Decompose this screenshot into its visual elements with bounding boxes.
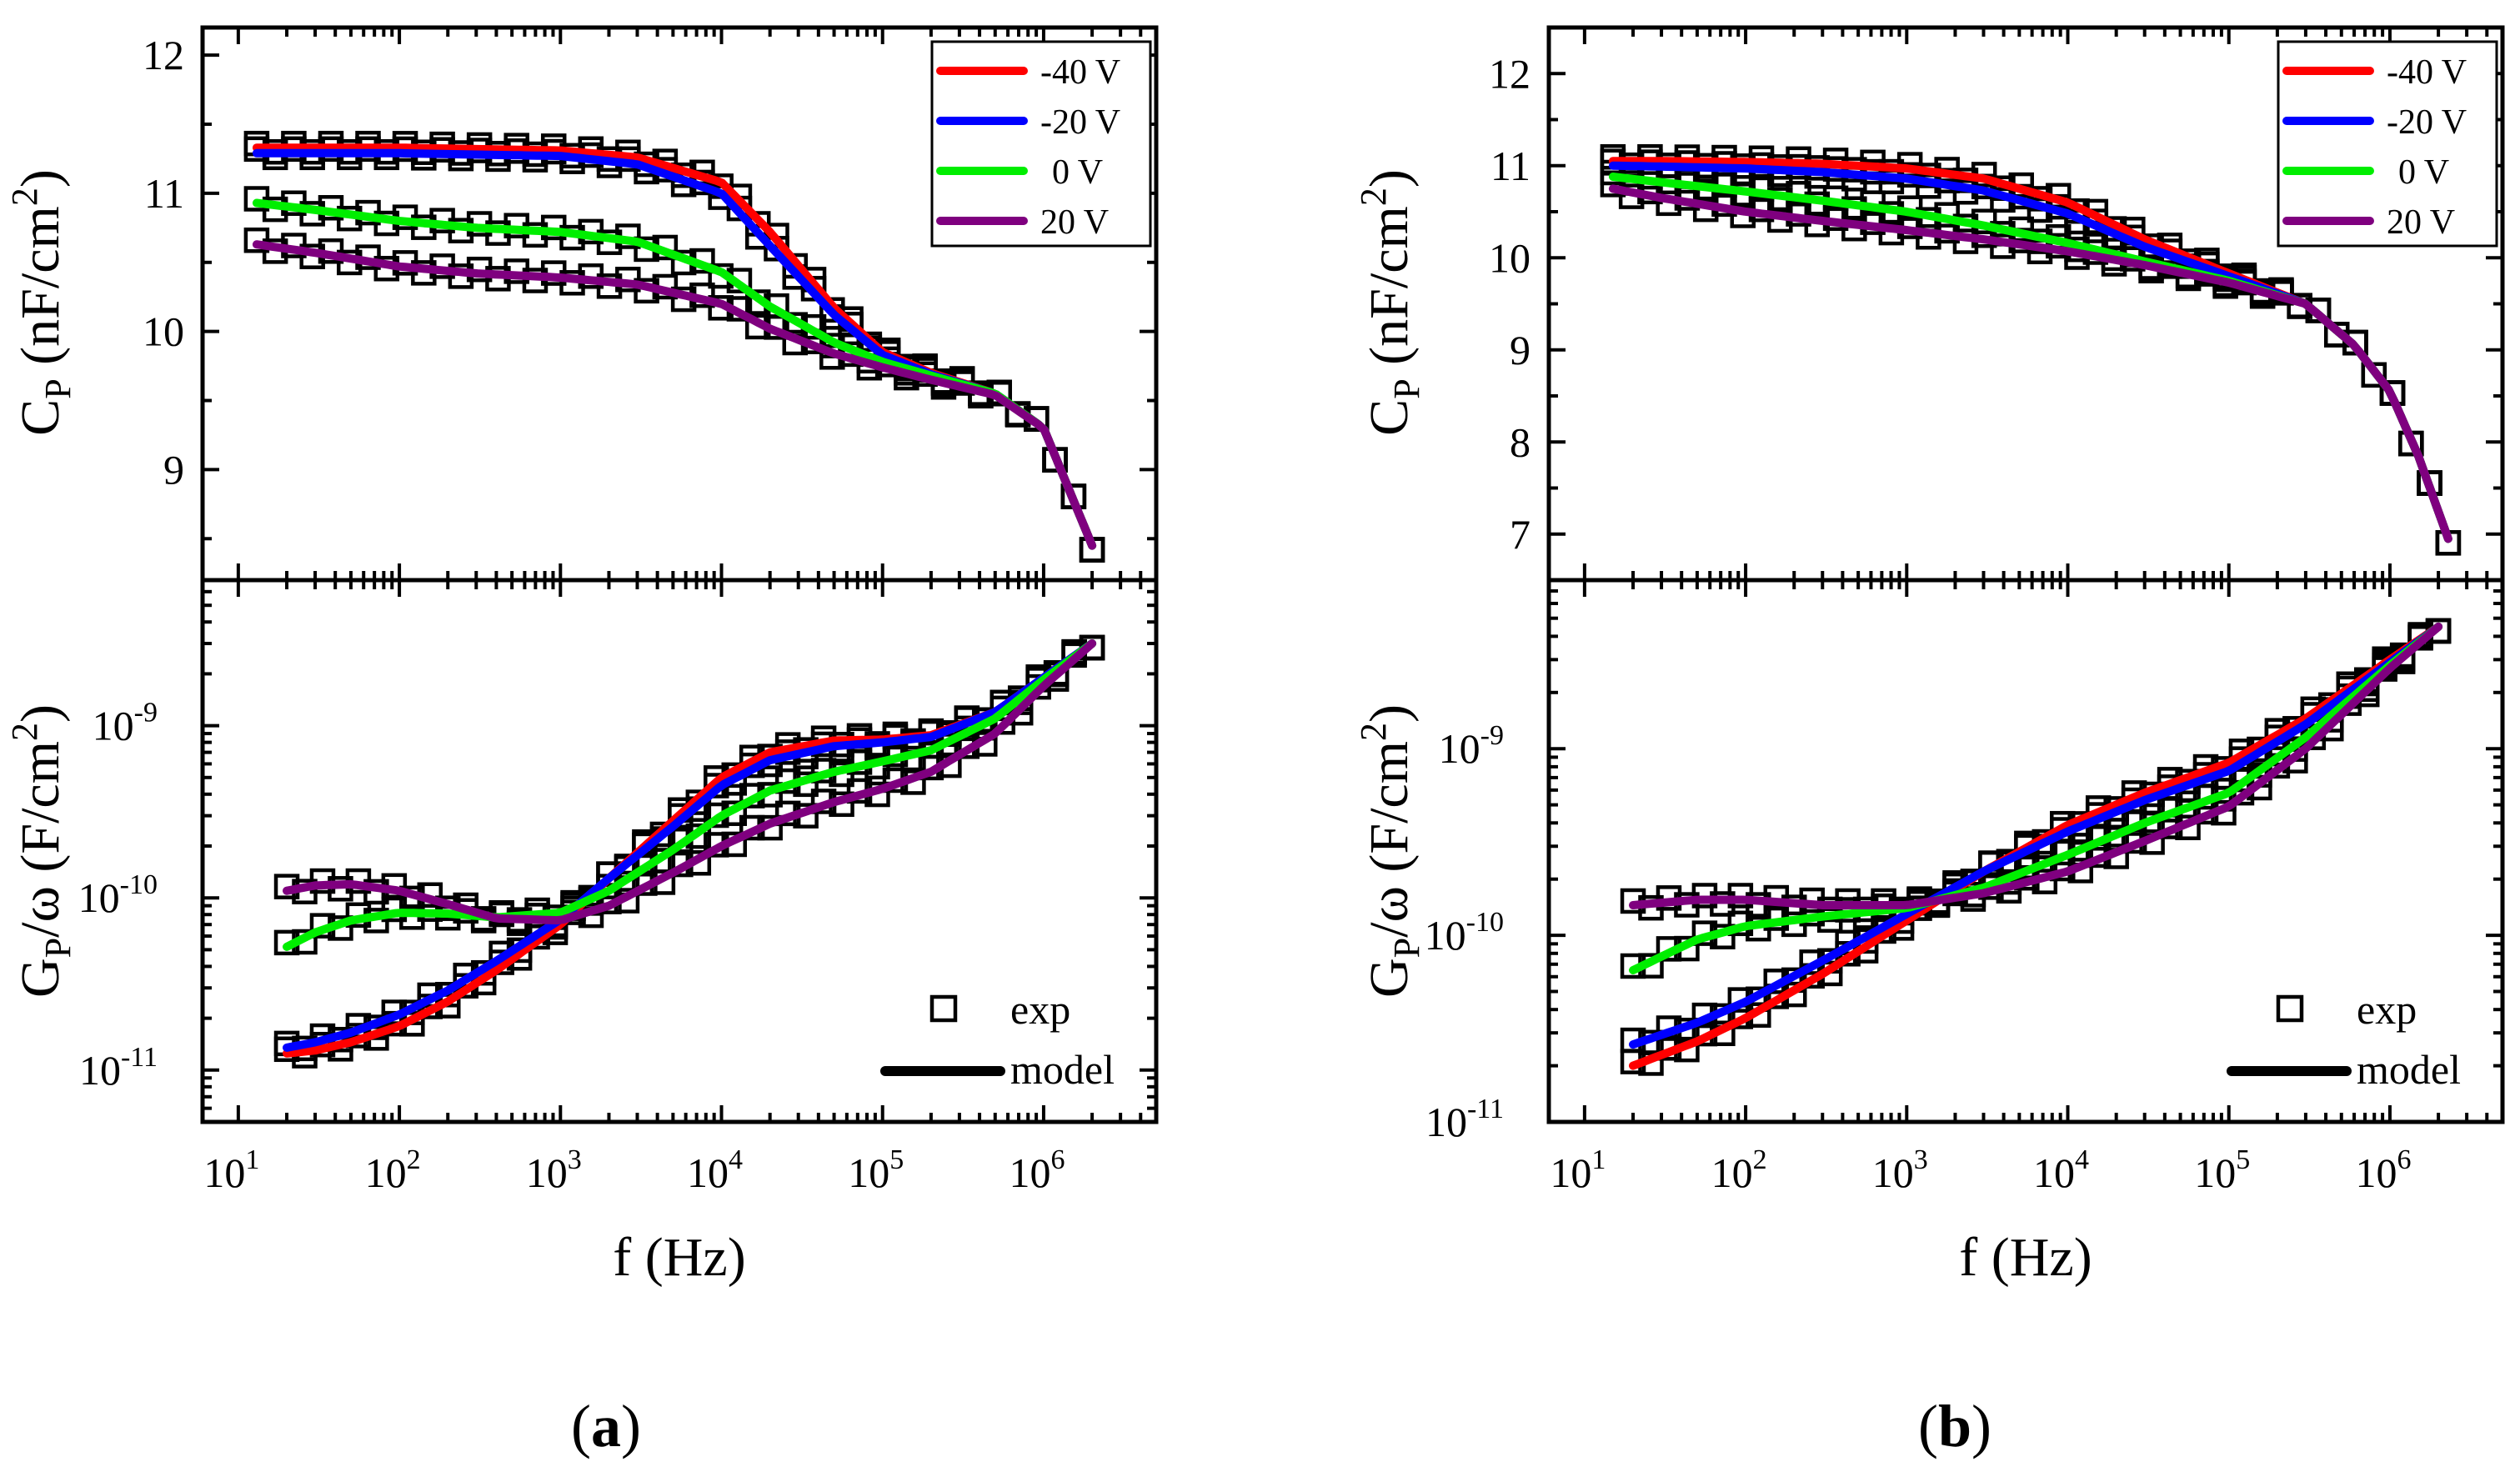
plot-b-cp: 7 8 9 10 11 12 <box>1489 26 2504 582</box>
x-tick-label-a-gp: 106 <box>1009 1144 1065 1196</box>
panel-b-cp-ylabel-sub: P <box>1386 378 1427 398</box>
panel-a-gp-ylabel-main: G <box>10 958 71 998</box>
panel-b-cp-ylabel-unit: (nF/cm <box>1359 206 1420 378</box>
y-tick-label-a-cp: 12 <box>143 32 184 78</box>
panel-a-cp-legend-label-2: 0 V <box>1052 153 1103 192</box>
panel-b-cp-legend: -40 V -20 V 0 V 20 V <box>2277 40 2498 248</box>
x-tick-label-a-gp: 105 <box>848 1144 904 1196</box>
panel-a-cp-legend-label-3: 20 V <box>1040 203 1109 242</box>
y-tick-label-a-cp: 9 <box>163 446 184 493</box>
x-tick-label-a-gp: 103 <box>526 1144 582 1196</box>
panel-b-cp-ylabel-main: C <box>1359 399 1420 436</box>
panel-a-cp-legend: -40 V -20 V 0 V 20 V <box>930 40 1152 248</box>
panel-b-gp-legend-exp-label: exp <box>2357 986 2417 1033</box>
panel-b-gp-ylabel-sub: P <box>1386 938 1427 958</box>
caption-b: (b) <box>1918 1393 1991 1459</box>
panel-b-gp-ylabel-sup: 2 <box>1353 723 1394 741</box>
y-tick-label-b-cp: 8 <box>1510 418 1531 465</box>
y-tick-label-b-cp: 11 <box>1490 143 1531 189</box>
panel-b-gp-chart: GP/ω (F/cm2) f (Hz) <box>1353 578 2505 1288</box>
model-line-b-gp-3 <box>1629 622 2443 909</box>
panel-a-gp-ylabel: GP/ω (F/cm2) <box>4 704 78 998</box>
y-tick-label-a-gp: 10-10 <box>78 869 158 921</box>
x-tick-label-a-gp: 104 <box>687 1144 743 1196</box>
panel-a-cp-legend-box <box>930 40 1152 248</box>
panel-b-gp-legend-model-label: model <box>2357 1046 2461 1093</box>
panel-b-cp-legend-label-1: -20 V <box>2387 103 2467 142</box>
svg-text:GP/ω (F/cm2): GP/ω (F/cm2) <box>4 704 78 998</box>
x-tick-label-b-gp: 102 <box>1711 1144 1767 1196</box>
panel-a-xlabel: f (Hz) <box>613 1227 745 1288</box>
marker-b-gp-3 <box>1691 883 1718 909</box>
panel-b-gp-ylabel-main: G <box>1359 958 1420 998</box>
panel-b-cp-legend-label-0: -40 V <box>2387 53 2467 92</box>
y-tick-label-b-cp: 12 <box>1489 50 1531 97</box>
x-tick-label-a-gp: 101 <box>203 1144 259 1196</box>
panel-a-gp-ylabel-sup: 2 <box>4 723 45 741</box>
panel-b-xlabel: f (Hz) <box>1959 1227 2092 1288</box>
model-line-a-gp-2 <box>283 639 1097 951</box>
x-tick-label-b-gp: 104 <box>2033 1144 2089 1196</box>
panel-b-gp-legend-marker <box>2276 994 2304 1023</box>
model-line-a-cp-3 <box>252 240 1097 550</box>
panel-a-gp-legend-marker <box>929 994 958 1023</box>
y-tick-label-a-gp: 10-9 <box>93 698 158 749</box>
panel-a-cp-ylabel-close: ) <box>10 169 71 188</box>
panel-b-cp-ylabel-close: ) <box>1359 169 1420 188</box>
x-tick-label-b-gp: 105 <box>2194 1144 2250 1196</box>
y-tick-label-b-gp: 10-11 <box>1425 1094 1504 1145</box>
panel-b-cp-ylabel-sup: 2 <box>1353 188 1394 206</box>
y-tick-label-a-gp: 10-11 <box>79 1042 158 1094</box>
panel-a-gp-legend-model-label: model <box>1010 1046 1115 1093</box>
panel-a-cp-ylabel: CP (nF/cm2) <box>4 169 78 436</box>
panel-a-cp-legend-label-1: -20 V <box>1040 103 1120 142</box>
panel-a-gp-frame <box>200 578 1159 1124</box>
plot-a-gp: 101 102 103 104 105 106 10-11 10-10 10-9 <box>78 580 1158 1196</box>
y-tick-label-b-gp: 10-10 <box>1425 907 1504 959</box>
panel-b-cp-legend-box <box>2277 40 2498 248</box>
caption-a: (a) <box>571 1393 641 1459</box>
x-tick-label-b-gp: 103 <box>1872 1144 1928 1196</box>
panel-a-cp-ylabel-main: C <box>10 399 71 436</box>
model-line-b-gp-1 <box>1629 622 2443 1049</box>
panel-a-gp-ylabel-close: ) <box>10 704 71 723</box>
model-line-b-gp-2 <box>1629 622 2443 974</box>
svg-text:CP (nF/cm2): CP (nF/cm2) <box>4 169 78 436</box>
y-tick-label-b-cp: 10 <box>1489 234 1531 281</box>
svg-text:CP (nF/cm2): CP (nF/cm2) <box>1353 169 1427 436</box>
panel-a-cp-legend-label-0: -40 V <box>1040 53 1120 92</box>
panel-a-cp-ylabel-sub: P <box>38 378 78 398</box>
panel-b-cp-legend-label-2: 0 V <box>2398 153 2449 192</box>
model-line-a-cp-2 <box>252 198 1097 550</box>
panel-a-cp-ylabel-sup: 2 <box>4 188 45 206</box>
panel-b-gp-ylabel-close: ) <box>1359 704 1420 723</box>
model-line-b-cp-3 <box>1608 184 2452 543</box>
panel-a-gp-ylabel-sub: P <box>38 938 78 958</box>
y-tick-label-a-cp: 11 <box>144 170 184 217</box>
x-tick-label-b-gp: 101 <box>1550 1144 1606 1196</box>
plot-a-cp: 9 10 11 12 <box>143 28 1158 580</box>
model-line-a-gp-1 <box>283 639 1097 1052</box>
y-tick-label-b-cp: 9 <box>1510 327 1531 373</box>
x-tick-label-a-gp: 102 <box>365 1144 421 1196</box>
panel-b-gp-frame <box>1546 578 2505 1124</box>
svg-text:GP/ω (F/cm2): GP/ω (F/cm2) <box>1353 704 1427 998</box>
panel-b-cp-ylabel: CP (nF/cm2) <box>1353 169 1427 436</box>
panel-b-gp-ylabel-unit: /ω (F/cm <box>1359 741 1420 938</box>
y-tick-label-a-cp: 10 <box>143 308 184 355</box>
panel-b-gp-legend: exp model <box>2227 986 2461 1093</box>
x-tick-label-b-gp: 106 <box>2355 1144 2411 1196</box>
y-tick-label-b-cp: 7 <box>1510 511 1531 558</box>
panel-a-gp-chart: GP/ω (F/cm2) f (Hz) <box>4 578 1159 1288</box>
panel-b-gp-ylabel: GP/ω (F/cm2) <box>1353 704 1427 998</box>
plot-b-gp: 101 102 103 104 105 106 10-11 10-10 10-9 <box>1425 578 2504 1196</box>
model-line-a-gp-3 <box>283 639 1097 925</box>
panel-b-cp-legend-label-3: 20 V <box>2387 203 2455 242</box>
y-tick-label-b-gp: 10-9 <box>1439 720 1504 772</box>
panel-a-gp-ylabel-unit: /ω (F/cm <box>10 741 71 938</box>
panel-a-cp-ylabel-unit: (nF/cm <box>10 206 71 378</box>
panel-a-gp-legend-exp-label: exp <box>1010 986 1070 1033</box>
panel-a-gp-legend: exp model <box>880 986 1115 1093</box>
